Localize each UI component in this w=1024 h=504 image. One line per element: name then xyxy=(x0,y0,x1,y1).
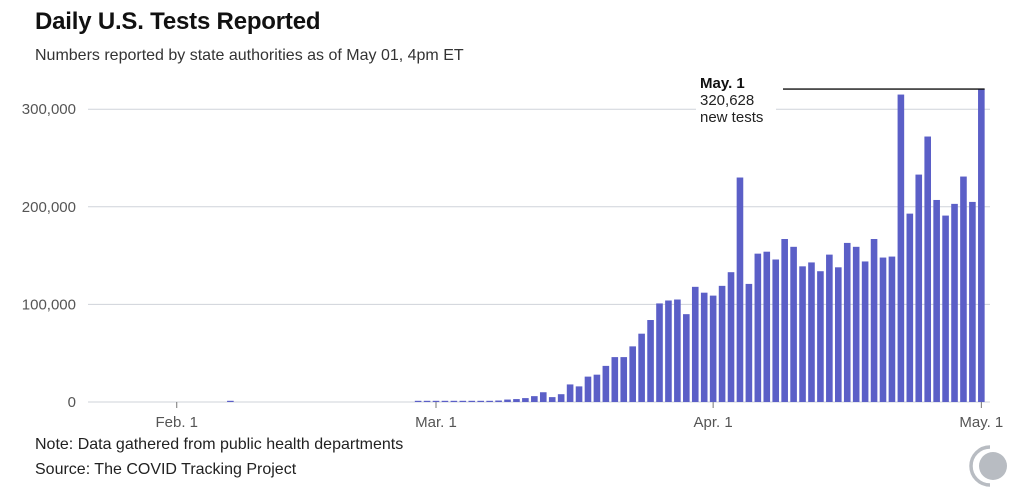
bar xyxy=(477,400,484,402)
bar xyxy=(915,174,923,402)
bar xyxy=(665,300,672,402)
bar xyxy=(674,299,681,402)
bar xyxy=(531,396,538,402)
annotation-date: May. 1 xyxy=(700,75,745,92)
annotation-background xyxy=(696,75,776,128)
bar xyxy=(879,257,887,402)
bar xyxy=(870,239,878,402)
bar xyxy=(656,303,663,402)
bar xyxy=(736,177,744,402)
bar xyxy=(638,333,645,402)
bar xyxy=(745,283,753,402)
bar xyxy=(629,346,636,402)
bars xyxy=(227,89,985,402)
bar xyxy=(539,392,547,402)
y-axis: 0 100,000 200,000 300,000 xyxy=(22,101,76,411)
bar xyxy=(468,400,476,402)
bar xyxy=(575,386,583,402)
footnote: Note: Data gathered from public health d… xyxy=(35,436,404,453)
bar xyxy=(951,203,958,402)
bar xyxy=(683,314,690,402)
bar xyxy=(852,246,860,402)
y-tick-label: 100,000 xyxy=(22,296,76,313)
bar xyxy=(691,286,699,402)
bar xyxy=(969,201,976,402)
bar xyxy=(441,400,449,402)
bar xyxy=(763,251,771,402)
bar xyxy=(888,256,896,402)
x-axis: Feb. 1 Mar. 1 Apr. 1 May. 1 xyxy=(155,402,1003,431)
bar xyxy=(843,242,851,402)
y-tick-label: 300,000 xyxy=(22,101,76,118)
bar xyxy=(227,400,234,402)
bar xyxy=(754,253,762,402)
bar xyxy=(611,357,619,402)
bar xyxy=(718,285,726,402)
bar xyxy=(566,384,574,402)
bar xyxy=(835,267,842,402)
source-credit: Source: The COVID Tracking Project xyxy=(35,461,297,478)
y-tick-label: 200,000 xyxy=(22,199,76,216)
bar xyxy=(808,262,815,402)
bar xyxy=(924,136,931,402)
bar xyxy=(620,357,628,402)
bar xyxy=(486,400,493,402)
chart-subtitle: Numbers reported by state authorities as… xyxy=(35,47,464,64)
y-tick-label: 0 xyxy=(68,394,76,411)
x-tick-label: Apr. 1 xyxy=(694,414,733,431)
bar xyxy=(504,399,511,402)
bar xyxy=(781,239,788,402)
bar xyxy=(897,94,905,402)
bar xyxy=(978,89,985,402)
bar xyxy=(522,398,529,402)
bar xyxy=(593,374,601,402)
bar xyxy=(727,272,735,402)
x-tick-label: May. 1 xyxy=(959,414,1003,431)
bar xyxy=(459,400,467,402)
bar xyxy=(799,266,806,402)
x-tick-label: Feb. 1 xyxy=(155,414,198,431)
bar xyxy=(942,215,949,402)
annotation-caption: new tests xyxy=(700,109,763,126)
chart-title: Daily U.S. Tests Reported xyxy=(35,8,321,35)
bar xyxy=(790,246,797,402)
bar xyxy=(700,292,708,402)
bar xyxy=(861,261,869,402)
bar xyxy=(647,320,654,402)
covid-tracking-project-logo-icon xyxy=(969,445,1007,487)
bar xyxy=(933,199,940,402)
bar xyxy=(906,213,914,402)
bar xyxy=(817,271,824,402)
bar xyxy=(709,295,717,402)
bar xyxy=(423,400,431,402)
x-tick-label: Mar. 1 xyxy=(415,414,457,431)
bar xyxy=(513,399,520,402)
bar xyxy=(772,259,780,402)
bar xyxy=(960,176,967,402)
bar xyxy=(557,394,565,402)
bar xyxy=(602,365,610,402)
bar xyxy=(432,400,440,402)
bar xyxy=(450,400,458,402)
bar xyxy=(826,254,833,402)
bar xyxy=(584,376,592,402)
bar xyxy=(495,400,502,402)
annotation-value: 320,628 xyxy=(700,92,754,109)
bar xyxy=(548,397,556,402)
bar xyxy=(414,400,422,402)
